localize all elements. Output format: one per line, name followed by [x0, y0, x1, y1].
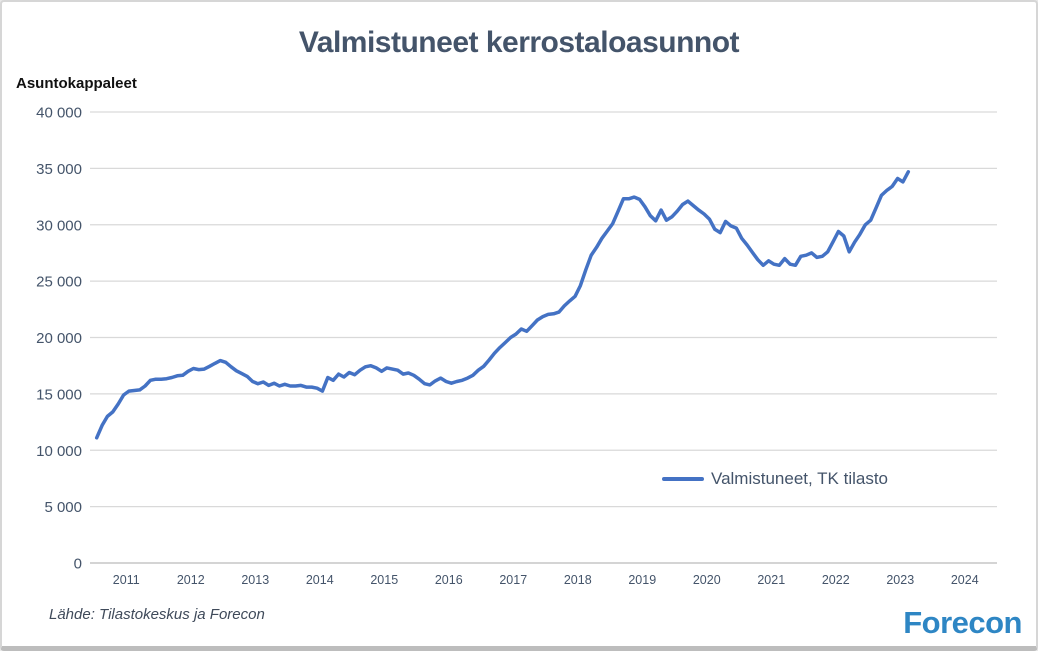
chart-legend: Valmistuneet, TK tilasto — [662, 469, 888, 489]
x-tick-label: 2020 — [693, 573, 721, 587]
x-tick-label: 2016 — [435, 573, 463, 587]
y-tick-label: 30 000 — [36, 217, 82, 234]
forecon-logo: Forecon — [903, 605, 1022, 640]
x-tick-label: 2014 — [306, 573, 334, 587]
x-tick-label: 2023 — [886, 573, 914, 587]
x-tick-label: 2011 — [113, 573, 140, 587]
legend-line-swatch — [662, 477, 704, 481]
y-axis-unit-label: Asuntokappaleet — [16, 75, 137, 92]
legend-label: Valmistuneet, TK tilasto — [711, 469, 889, 488]
x-tick-label: 2024 — [951, 573, 979, 587]
x-tick-label: 2015 — [370, 573, 398, 587]
x-tick-label: 2018 — [564, 573, 592, 587]
x-tick-label: 2017 — [499, 573, 527, 587]
y-tick-label: 15 000 — [36, 386, 82, 403]
y-tick-label: 40 000 — [36, 105, 82, 122]
series-line-valmistuneet — [94, 170, 911, 440]
x-tick-label: 2013 — [241, 573, 269, 587]
chart-title: Valmistuneet kerrostaloasunnot — [298, 26, 740, 59]
source-note: Lähde: Tilastokeskus ja Forecon — [49, 606, 265, 623]
x-tick-label: 2012 — [177, 573, 205, 587]
x-tick-label: 2021 — [757, 573, 785, 587]
y-tick-label: 35 000 — [36, 161, 82, 178]
y-tick-label: 0 — [74, 556, 82, 573]
y-tick-label: 20 000 — [36, 330, 82, 347]
y-tick-label: 5 000 — [44, 499, 82, 516]
x-tick-label: 2019 — [628, 573, 656, 587]
y-tick-label: 25 000 — [36, 274, 82, 291]
y-tick-label: 10 000 — [36, 443, 82, 460]
x-tick-label: 2022 — [822, 573, 850, 587]
